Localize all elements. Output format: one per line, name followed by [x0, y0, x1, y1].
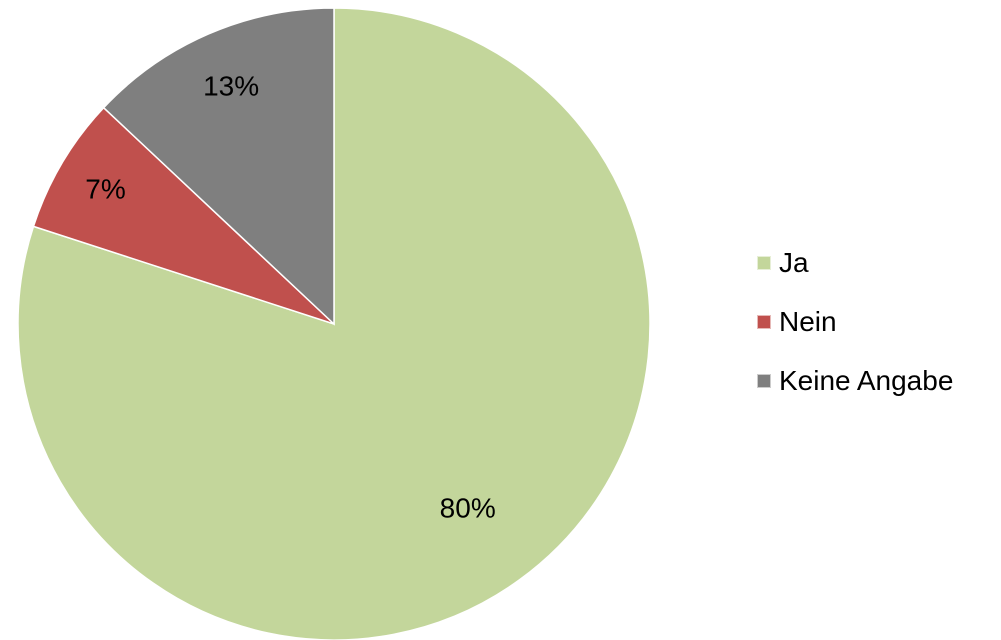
pie-slices — [17, 7, 651, 640]
pie-data-labels: 80% 7% 13% — [85, 71, 495, 524]
pie-slice-keine-angabe — [102, 7, 335, 326]
chart-legend: Ja Nein Keine Angabe — [757, 247, 954, 425]
legend-label-nein: Nein — [779, 306, 837, 337]
legend-swatch-keine-angabe — [757, 374, 771, 388]
data-label-keine-angabe: 13% — [203, 71, 259, 102]
data-label-nein: 7% — [85, 173, 125, 204]
pie-slice-nein — [32, 106, 335, 325]
legend-item-ja: Ja — [757, 247, 953, 278]
data-label-ja: 80% — [440, 493, 496, 524]
legend-swatch-nein — [757, 315, 771, 329]
legend-swatch-ja — [757, 256, 771, 270]
legend-item-keine-angabe: Keine Angabe — [757, 365, 954, 396]
legend-label-keine-angabe: Keine Angabe — [779, 365, 954, 396]
legend-item-nein: Nein — [757, 306, 953, 337]
legend-label-ja: Ja — [779, 247, 809, 278]
